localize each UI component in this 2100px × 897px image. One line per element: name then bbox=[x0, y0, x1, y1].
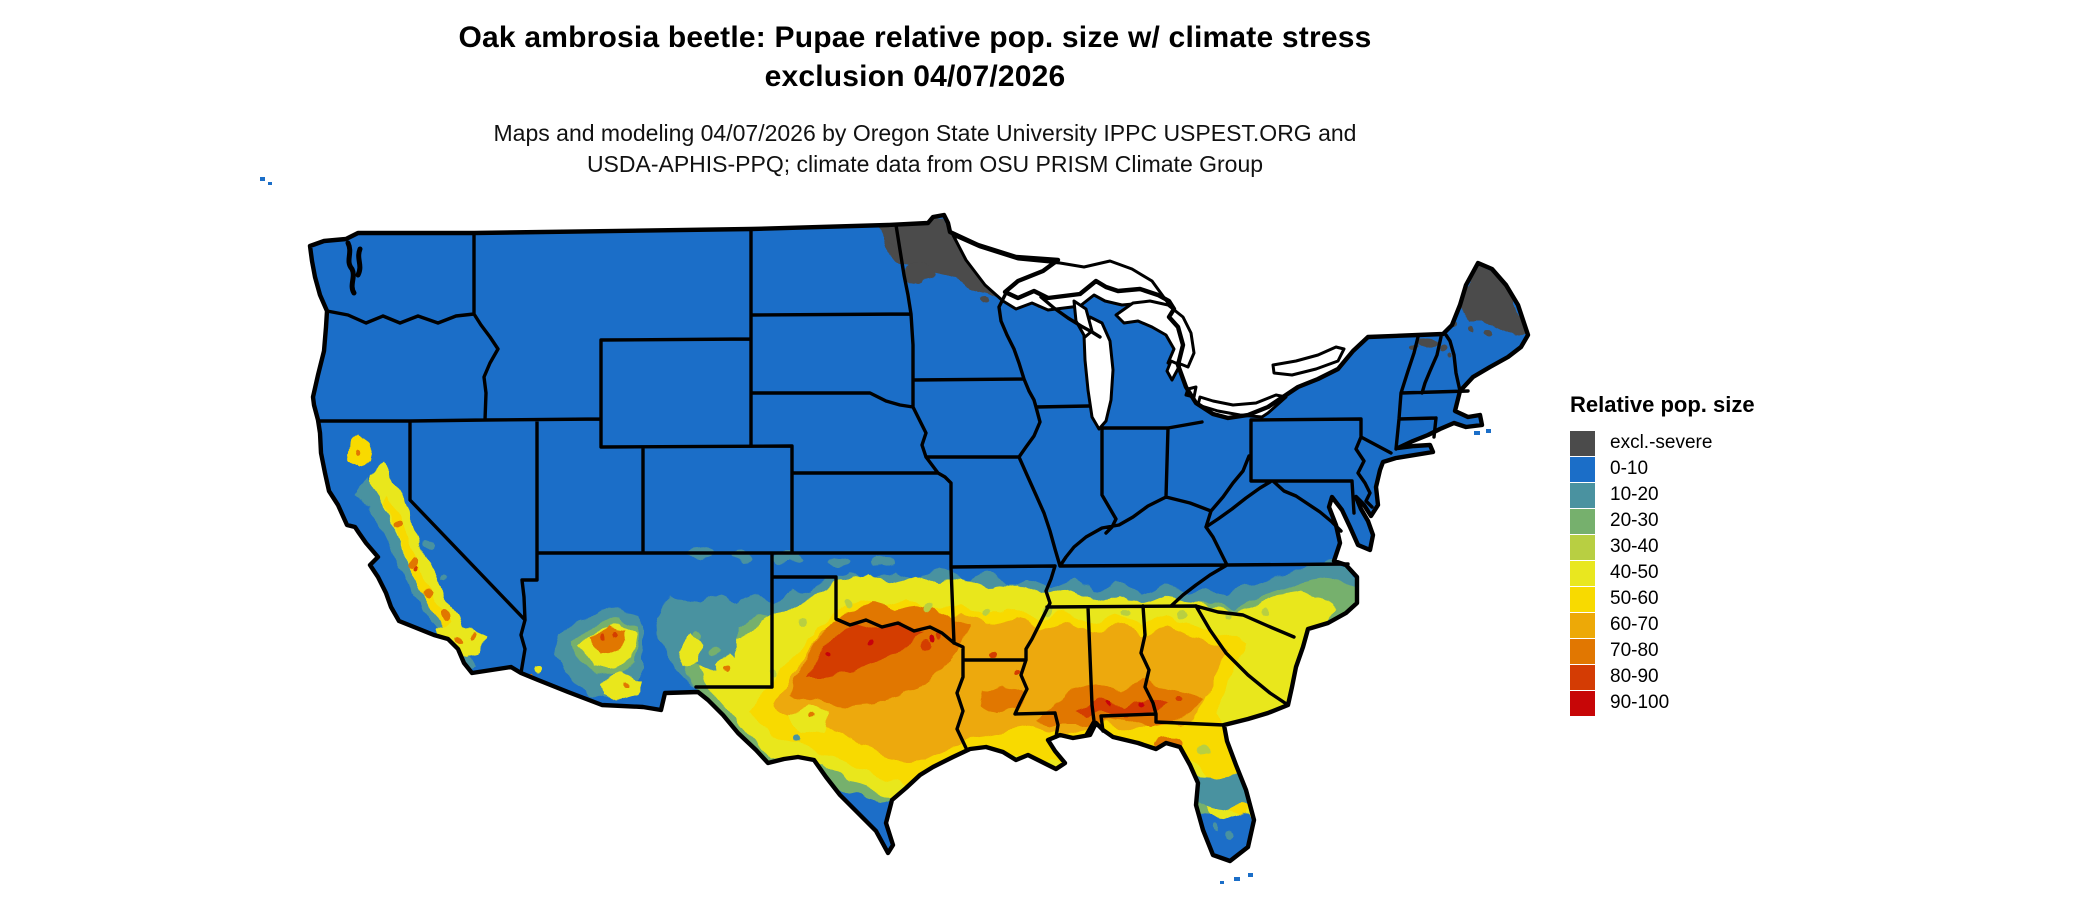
legend-item: 10-20 bbox=[1570, 482, 1830, 508]
map-legend: Relative pop. size excl.-severe 0-10 10-20… bbox=[1570, 392, 1830, 716]
legend-item-label: excl.-severe bbox=[1610, 432, 1713, 453]
legend-item-label: 40-50 bbox=[1610, 562, 1659, 583]
legend-item-label: 0-10 bbox=[1610, 458, 1649, 479]
legend-swatch-icon bbox=[1570, 586, 1595, 612]
map-attribution-line1: Maps and modeling 04/07/2026 by Oregon S… bbox=[493, 120, 1357, 146]
legend-item: 80-90 bbox=[1570, 664, 1830, 690]
legend-item: excl.-severe bbox=[1570, 430, 1830, 456]
legend-item-label: 60-70 bbox=[1610, 614, 1659, 635]
legend-rows: excl.-severe 0-10 10-20 20-30 30-40 40-50 50-6… bbox=[1570, 430, 1830, 716]
legend-swatch-icon bbox=[1570, 664, 1595, 690]
offshore-islands bbox=[260, 177, 1491, 884]
legend-item-label: 90-100 bbox=[1610, 692, 1670, 713]
legend-item: 40-50 bbox=[1570, 560, 1830, 586]
legend-item: 70-80 bbox=[1570, 638, 1830, 664]
legend-title: Relative pop. size bbox=[1570, 392, 1755, 417]
legend-item-label: 50-60 bbox=[1610, 588, 1659, 609]
map-title: Oak ambrosia beetle: Pupae relative pop.… bbox=[230, 18, 1600, 96]
puget-sound bbox=[345, 240, 363, 296]
legend-swatch-icon bbox=[1570, 690, 1595, 716]
legend-item: 90-100 bbox=[1570, 690, 1830, 716]
legend-item-label: 70-80 bbox=[1610, 640, 1659, 661]
map-raster-layers bbox=[310, 215, 1528, 861]
legend-item-label: 20-30 bbox=[1610, 510, 1659, 531]
map-title-line2: exclusion 04/07/2026 bbox=[764, 60, 1066, 93]
legend-swatch-icon bbox=[1570, 456, 1595, 482]
legend-swatch-icon bbox=[1570, 508, 1595, 534]
legend-swatch-icon bbox=[1570, 560, 1595, 586]
legend-item: 0-10 bbox=[1570, 456, 1830, 482]
legend-item-label: 80-90 bbox=[1610, 666, 1659, 687]
state-borders bbox=[318, 223, 1470, 750]
map-attribution: Maps and modeling 04/07/2026 by Oregon S… bbox=[230, 118, 1620, 180]
map-attribution-line2: USDA-APHIS-PPQ; climate data from OSU PR… bbox=[586, 151, 1264, 177]
legend-item: 50-60 bbox=[1570, 586, 1830, 612]
legend-swatch-icon bbox=[1570, 612, 1595, 638]
lake-huron bbox=[1114, 299, 1196, 369]
us-choropleth-map bbox=[228, 165, 1568, 892]
us-map-svg bbox=[260, 177, 1531, 884]
map-title-line1: Oak ambrosia beetle: Pupae relative pop.… bbox=[458, 21, 1372, 54]
legend-item-label: 30-40 bbox=[1610, 536, 1659, 557]
legend-swatch-icon bbox=[1570, 482, 1595, 508]
lake-michigan bbox=[1082, 315, 1115, 431]
legend-item: 60-70 bbox=[1570, 612, 1830, 638]
legend-item-label: 10-20 bbox=[1610, 484, 1659, 505]
legend-item: 20-30 bbox=[1570, 508, 1830, 534]
legend-swatch-icon bbox=[1570, 430, 1595, 456]
legend-swatch-icon bbox=[1570, 534, 1595, 560]
us-outline bbox=[307, 212, 1531, 864]
legend-swatch-icon bbox=[1570, 638, 1595, 664]
legend-item: 30-40 bbox=[1570, 534, 1830, 560]
lake-ontario bbox=[1271, 345, 1346, 377]
